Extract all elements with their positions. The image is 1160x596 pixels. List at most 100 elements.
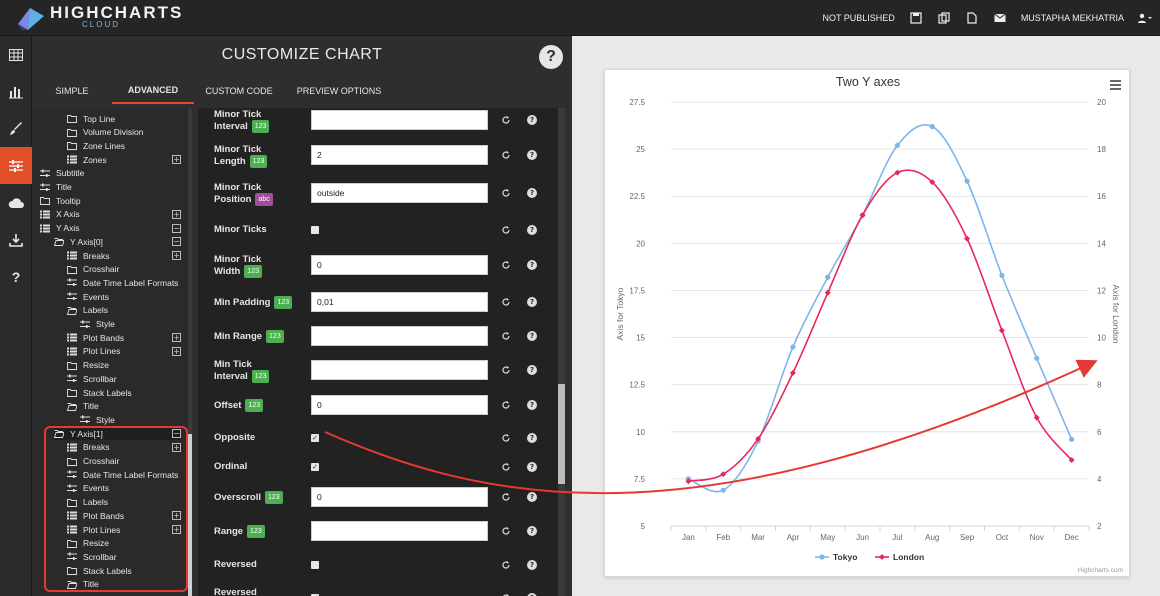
nav-data-table[interactable] xyxy=(0,36,32,73)
tree-item[interactable]: Plot Lines xyxy=(67,345,120,358)
reset-icon[interactable] xyxy=(501,225,511,235)
property-input[interactable]: 0 xyxy=(311,487,488,507)
checkbox-checked[interactable]: ✓ xyxy=(311,434,319,442)
tree-item[interactable]: Crosshair xyxy=(67,455,119,468)
tree-item[interactable]: Title xyxy=(67,578,99,591)
tree-item[interactable]: Events xyxy=(67,290,109,303)
property-input[interactable] xyxy=(311,110,488,130)
tree-item[interactable]: Top Line xyxy=(67,112,115,125)
tree-item[interactable]: Y Axis[0] xyxy=(54,235,103,248)
help-icon[interactable]: ? xyxy=(527,225,537,235)
reset-icon[interactable] xyxy=(501,400,511,410)
help-icon[interactable]: ? xyxy=(527,526,537,536)
duplicate-icon[interactable] xyxy=(937,11,951,25)
tree-item[interactable]: Zones xyxy=(67,153,107,166)
tree-item[interactable]: Crosshair xyxy=(67,263,119,276)
tree-item[interactable]: Date Time Label Formats xyxy=(67,276,178,289)
tree-item[interactable]: Stack Labels xyxy=(67,564,132,577)
reset-icon[interactable] xyxy=(501,188,511,198)
expand-icon[interactable]: + xyxy=(172,333,181,343)
property-input[interactable] xyxy=(311,360,488,380)
tree-item[interactable]: Title xyxy=(67,400,99,413)
expand-icon[interactable]: + xyxy=(172,511,181,521)
tree-item[interactable]: Style xyxy=(80,318,115,331)
help-icon[interactable]: ? xyxy=(527,400,537,410)
new-document-icon[interactable] xyxy=(965,11,979,25)
collapse-icon[interactable]: − xyxy=(172,429,181,438)
help-icon[interactable]: ? xyxy=(527,365,537,375)
save-icon[interactable] xyxy=(909,11,923,25)
property-input[interactable]: outside xyxy=(311,183,488,203)
tree-item[interactable]: Date Time Label Formats xyxy=(67,468,178,481)
tree-item[interactable]: Tooltip xyxy=(40,194,81,207)
tree-item[interactable]: Scrollbar xyxy=(67,372,117,385)
tree-item[interactable]: Volume Division xyxy=(67,126,143,139)
tab-simple[interactable]: SIMPLE xyxy=(55,86,89,96)
tree-item[interactable]: Breaks xyxy=(67,441,109,454)
tree-item[interactable]: Style xyxy=(80,413,115,426)
reset-icon[interactable] xyxy=(501,115,511,125)
property-input[interactable]: 0 xyxy=(311,255,488,275)
reset-icon[interactable] xyxy=(501,433,511,443)
tab-custom-code[interactable]: CUSTOM CODE xyxy=(205,86,273,96)
reset-icon[interactable] xyxy=(501,331,511,341)
help-icon[interactable]: ? xyxy=(527,462,537,472)
expand-icon[interactable]: + xyxy=(172,525,181,534)
tree-item[interactable]: Scrollbar xyxy=(67,550,117,563)
mail-icon[interactable] xyxy=(993,11,1007,25)
expand-icon[interactable]: + xyxy=(172,155,181,165)
help-icon[interactable]: ? xyxy=(539,45,563,69)
tree-item[interactable]: Zone Lines xyxy=(67,139,125,152)
checkbox-checked[interactable]: ✓ xyxy=(311,463,319,471)
property-input[interactable]: 0 xyxy=(311,395,488,415)
help-icon[interactable]: ? xyxy=(527,297,537,307)
tab-preview-options[interactable]: PREVIEW OPTIONS xyxy=(296,86,382,96)
help-icon[interactable]: ? xyxy=(527,492,537,502)
tab-advanced[interactable]: ADVANCED xyxy=(112,78,194,104)
reset-icon[interactable] xyxy=(501,297,511,307)
checkbox[interactable] xyxy=(311,561,319,569)
expand-icon[interactable]: + xyxy=(172,251,181,260)
tree-item[interactable]: Events xyxy=(67,482,109,495)
help-icon[interactable]: ? xyxy=(527,560,537,570)
tree-item[interactable]: Plot Lines xyxy=(67,523,120,536)
tree-item[interactable]: Plot Bands xyxy=(67,509,124,522)
tree-item[interactable]: Resize xyxy=(67,359,109,372)
nav-export[interactable] xyxy=(0,221,32,258)
nav-publish[interactable] xyxy=(0,184,32,221)
reset-icon[interactable] xyxy=(501,526,511,536)
checkbox-checked[interactable]: ✓ xyxy=(311,594,319,596)
nav-help[interactable]: ? xyxy=(0,258,32,295)
help-icon[interactable]: ? xyxy=(527,188,537,198)
property-input[interactable] xyxy=(311,326,488,346)
user-menu-icon[interactable] xyxy=(1138,11,1152,25)
nav-customize[interactable] xyxy=(0,147,32,184)
nav-templates[interactable] xyxy=(0,73,32,110)
reset-icon[interactable] xyxy=(501,150,511,160)
hamburger-icon[interactable] xyxy=(1110,80,1121,90)
tree-item[interactable]: Stack Labels xyxy=(67,386,132,399)
checkbox[interactable] xyxy=(311,226,319,234)
reset-icon[interactable] xyxy=(501,462,511,472)
collapse-icon[interactable]: − xyxy=(172,237,181,247)
help-icon[interactable]: ? xyxy=(527,433,537,443)
help-icon[interactable]: ? xyxy=(527,150,537,160)
tree-item[interactable]: Labels xyxy=(67,496,108,509)
expand-icon[interactable]: + xyxy=(172,442,181,452)
tree-item[interactable]: Y Axis xyxy=(40,222,79,235)
tree-item[interactable]: Resize xyxy=(67,537,109,550)
help-icon[interactable]: ? xyxy=(527,331,537,341)
tree-item[interactable]: Plot Bands xyxy=(67,331,124,344)
property-input[interactable]: 2 xyxy=(311,145,488,165)
tree-item[interactable]: Breaks xyxy=(67,249,109,262)
reset-icon[interactable] xyxy=(501,560,511,570)
tree-item[interactable]: Subtitle xyxy=(40,167,84,180)
reset-icon[interactable] xyxy=(501,492,511,502)
tree-item[interactable]: Y Axis[1] xyxy=(54,427,180,440)
help-icon[interactable]: ? xyxy=(527,260,537,270)
tree-item[interactable]: X Axis xyxy=(40,208,80,221)
tree-scrollbar-thumb[interactable] xyxy=(188,434,192,596)
help-icon[interactable]: ? xyxy=(527,115,537,125)
help-icon[interactable]: ? xyxy=(527,593,537,596)
reset-icon[interactable] xyxy=(501,365,511,375)
